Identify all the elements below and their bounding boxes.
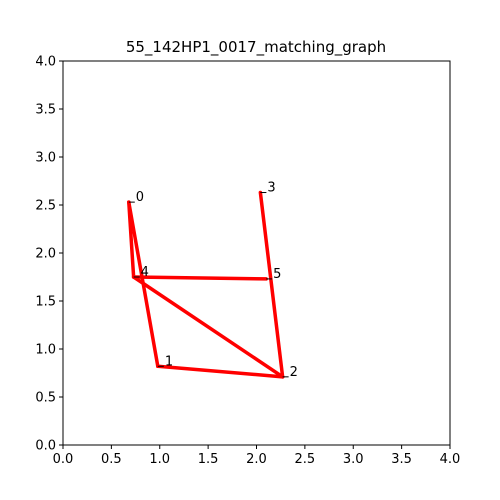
- chart-title: 55_142HP1_0017_matching_graph: [126, 38, 386, 57]
- node-label-0: 0: [136, 190, 144, 205]
- x-tick-label: 3.0: [343, 452, 364, 467]
- x-tick-label: 3.5: [391, 452, 412, 467]
- y-axis: 0.0 0.5 1.0 1.5 2.0 2.5 3.0 3.5 4.0: [35, 55, 63, 454]
- y-tick-label: 3.0: [35, 151, 56, 166]
- edges-layer: [127, 190, 285, 379]
- node-label-3: 3: [267, 181, 275, 196]
- edge-4-2: [131, 275, 285, 379]
- x-tick-label: 1.5: [198, 452, 219, 467]
- edge-3-2: [258, 190, 285, 379]
- x-tick-label: 0.5: [101, 452, 122, 467]
- node-label-4: 4: [141, 265, 149, 280]
- edge-4-5: [131, 275, 268, 281]
- x-tick-label: 2.5: [295, 452, 316, 467]
- x-tick-label: 4.0: [440, 452, 461, 467]
- x-tick-label: 1.0: [149, 452, 170, 467]
- x-axis: 0.0 0.5 1.0 1.5 2.0 2.5 3.0 3.5 4.0: [53, 445, 461, 467]
- edge-0-4: [127, 200, 136, 279]
- y-tick-label: 2.5: [35, 199, 56, 214]
- plot-frame: [62, 60, 451, 446]
- y-tick-label: 1.0: [35, 343, 56, 358]
- node-label-2: 2: [290, 365, 298, 380]
- node-label-1: 1: [165, 354, 173, 369]
- y-tick-label: 2.0: [35, 247, 56, 262]
- node-label-5: 5: [273, 267, 281, 282]
- x-tick-label: 2.0: [246, 452, 267, 467]
- y-tick-label: 0.0: [35, 439, 56, 454]
- edge-1-2: [156, 364, 285, 379]
- y-tick-label: 4.0: [35, 55, 56, 70]
- y-tick-label: 0.5: [35, 391, 56, 406]
- x-tick-label: 0.0: [53, 452, 74, 467]
- y-tick-label: 1.5: [35, 295, 56, 310]
- y-tick-label: 3.5: [35, 103, 56, 118]
- node-labels-layer: 0 1 2 3 4 5: [128, 181, 298, 380]
